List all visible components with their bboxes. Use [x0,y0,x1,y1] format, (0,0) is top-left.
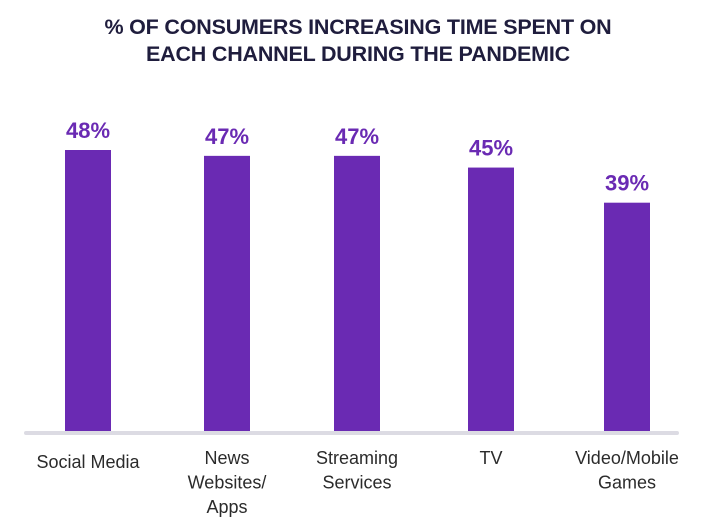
category-label-line: Services [322,473,391,493]
chart-title-line-1: % OF CONSUMERS INCREASING TIME SPENT ON [104,15,612,39]
bar-video-mobile-games [604,202,650,431]
category-label-tv: TV [479,448,502,468]
category-label-video-mobile-games: Video/Mobile Games [575,448,679,493]
category-label-social-media: Social Media [36,452,140,472]
category-label-line: TV [479,448,502,468]
bar-streaming-services [334,155,380,431]
category-label-line: Social Media [36,452,140,472]
category-label-line: Apps [206,497,247,517]
chart-title: % OF CONSUMERS INCREASING TIME SPENT ON … [0,14,716,68]
category-label-streaming-services: Streaming Services [316,448,398,493]
value-label-social-media: 48% [66,118,110,143]
category-label-line: Video/Mobile [575,448,679,468]
bar-social-media [65,150,111,431]
value-label-video-mobile-games: 39% [605,171,649,196]
category-label-line: Games [598,473,656,493]
value-labels-group: 48% 47% 47% 45% 39% [66,118,649,196]
value-label-news-websites-apps: 47% [205,124,249,149]
category-labels-group: Social Media News Websites/Apps Streaming Se… [36,448,678,517]
chart-title-line-2: EACH CHANNEL DURING THE PANDEMIC [145,42,570,66]
bar-news-websites-apps [204,155,250,431]
category-label-line: News [204,448,249,468]
bar-tv [468,167,514,431]
value-label-streaming-services: 47% [335,124,379,149]
category-label-news-websites-apps: News Websites/Apps [188,448,267,517]
value-label-tv: 45% [469,136,513,161]
bars-group [65,150,650,431]
category-label-line: Websites/ [188,473,267,493]
category-label-line: Streaming [316,448,398,468]
